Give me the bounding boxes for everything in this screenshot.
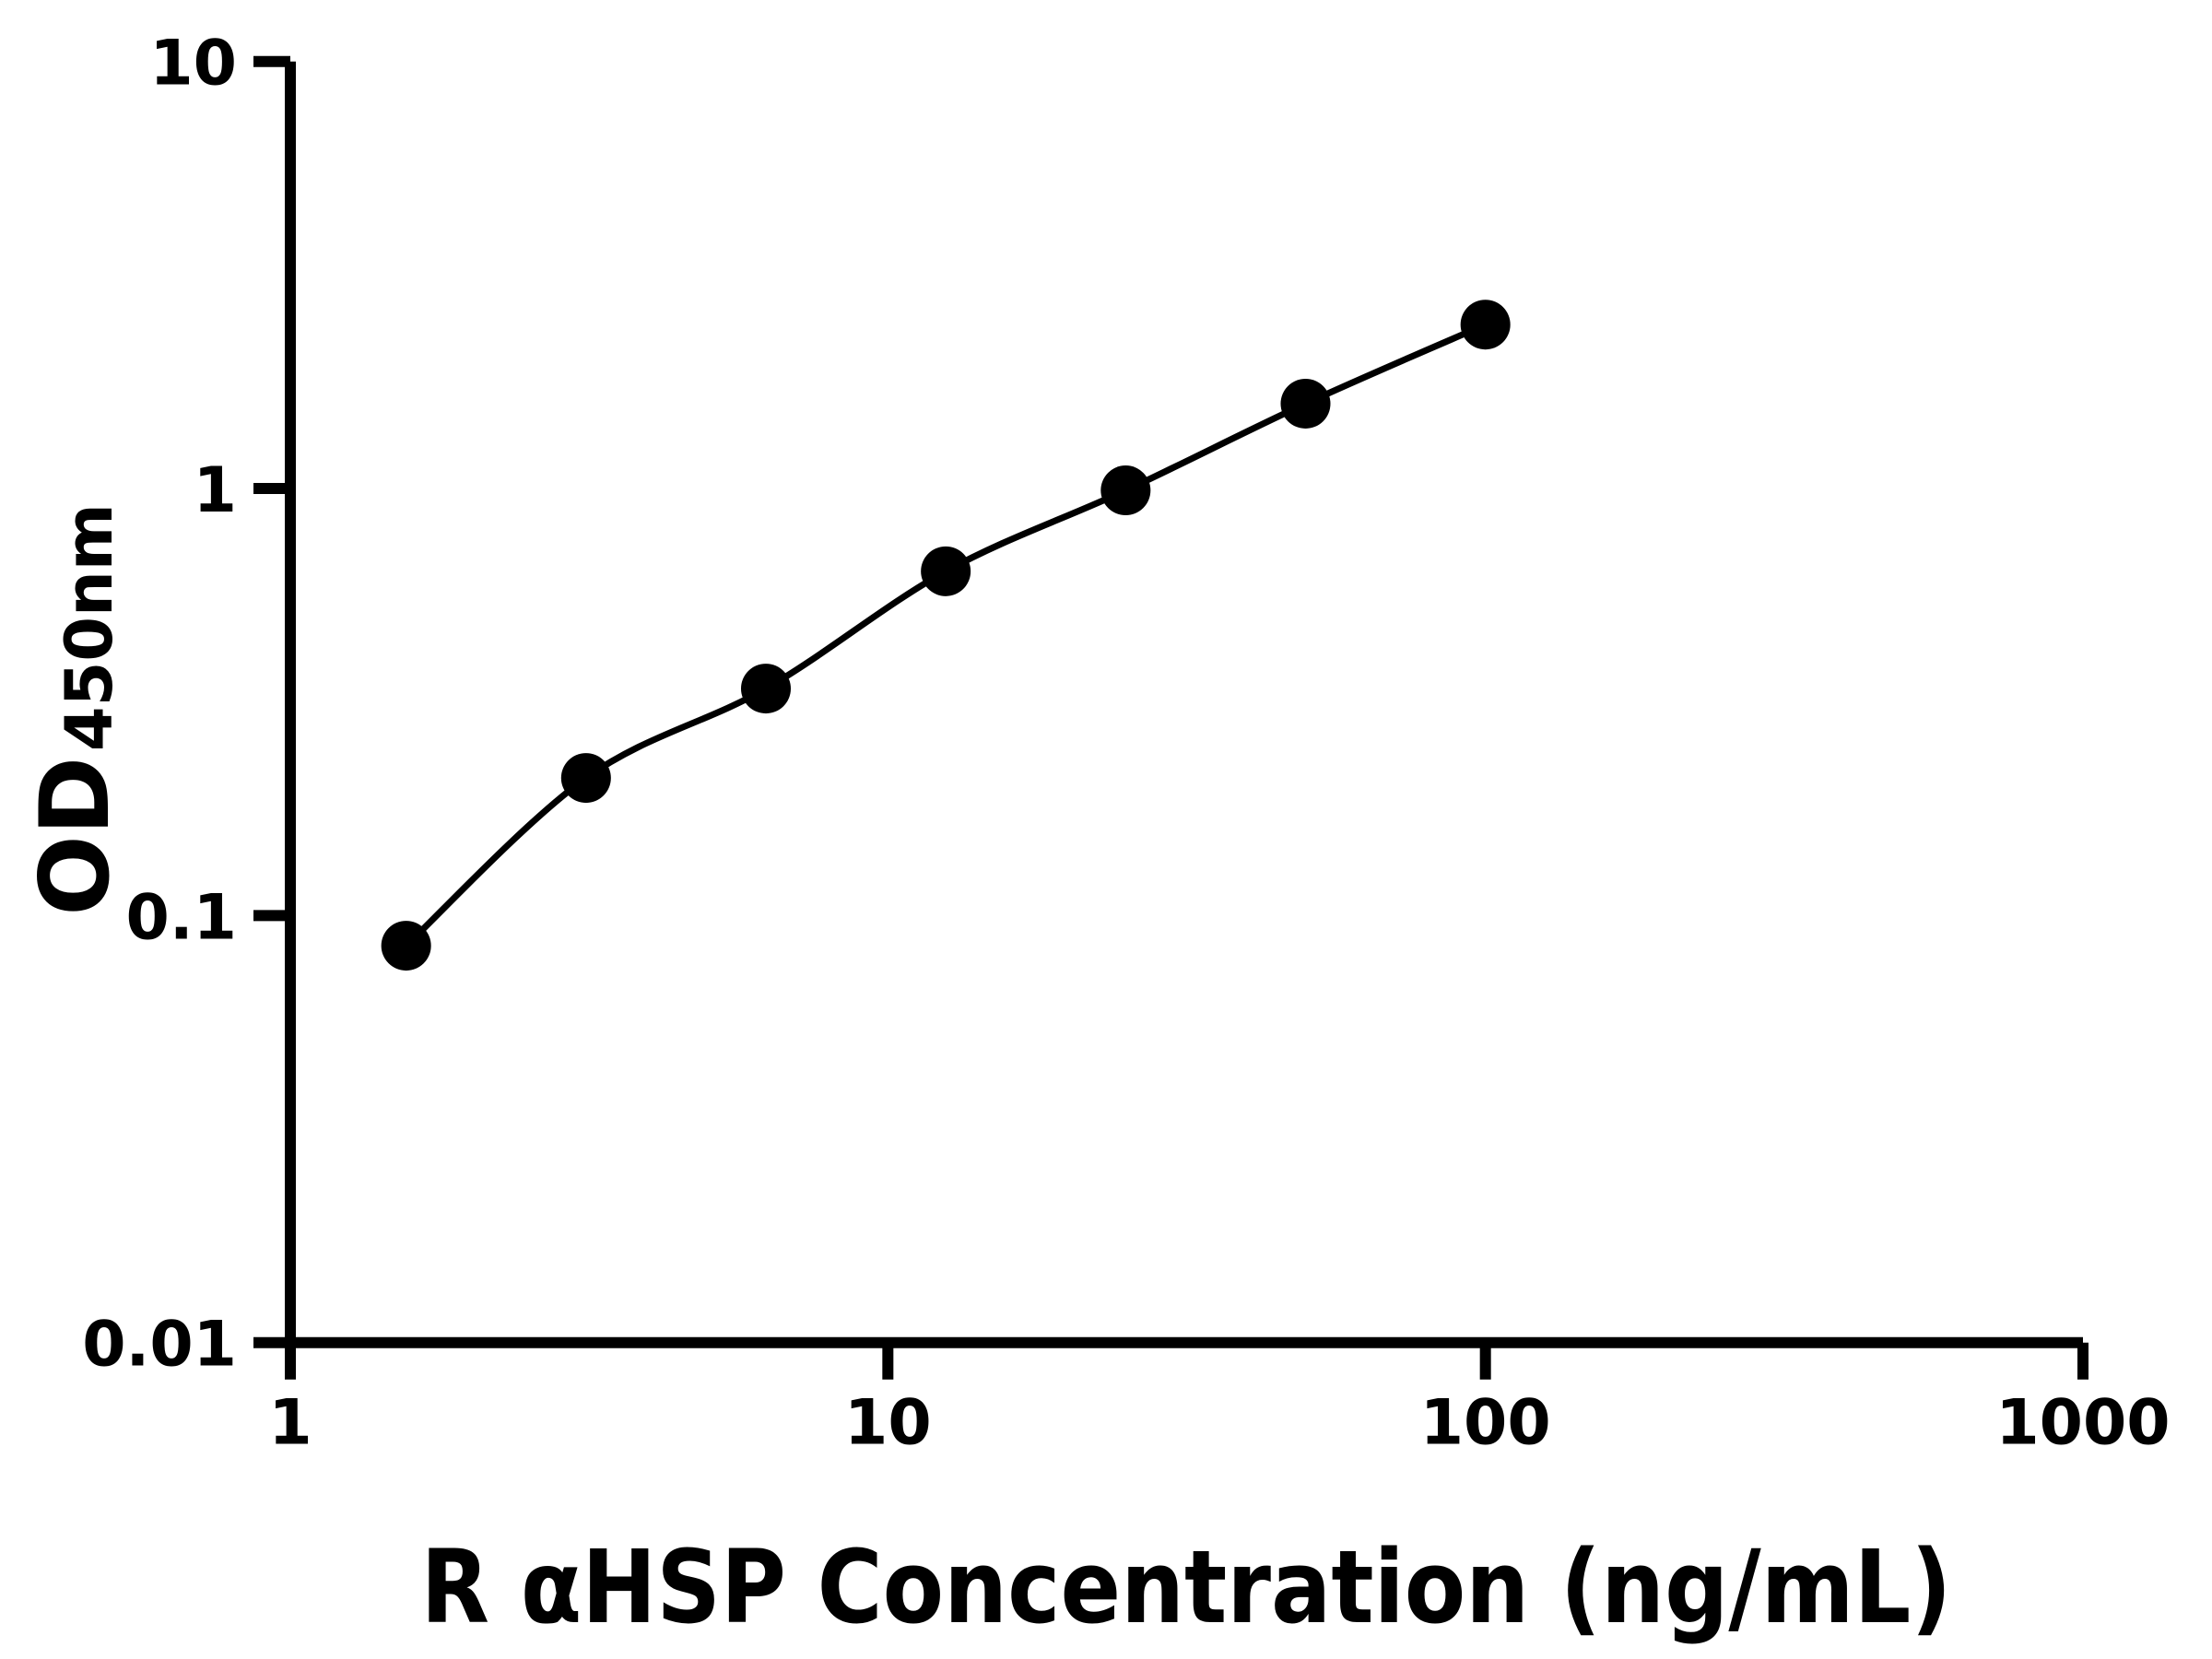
x-tick-label: 1 [268, 1387, 312, 1460]
x-tick-label: 100 [1420, 1387, 1551, 1460]
data-point [1100, 465, 1151, 516]
x-axis-title: R αHSP Concentration (ng/mL) [421, 1529, 1952, 1646]
data-point [560, 753, 611, 804]
x-tick-label: 10 [844, 1387, 932, 1460]
data-point [740, 664, 791, 714]
y-axis-title-subscript: 450nm [52, 503, 127, 751]
data-point [1280, 378, 1331, 429]
y-axis-title-main: OD [20, 757, 131, 916]
y-axis-title: OD 450nm [20, 503, 131, 916]
data-point [381, 921, 431, 971]
y-tick-label: 0.1 [126, 881, 237, 954]
y-tick-label: 1 [194, 454, 237, 527]
tick-labels: 10 1 0.1 0.01 1 10 100 1000 [82, 28, 2170, 1460]
axis-spine [285, 61, 2083, 1348]
y-tick-label: 10 [149, 28, 237, 100]
data-point [1460, 300, 1511, 350]
x-tick-label: 1000 [1995, 1387, 2170, 1460]
data-point [921, 546, 971, 596]
tick-marks [253, 55, 2088, 1380]
y-tick-label: 0.01 [82, 1309, 237, 1382]
data-point-markers [381, 300, 1511, 971]
